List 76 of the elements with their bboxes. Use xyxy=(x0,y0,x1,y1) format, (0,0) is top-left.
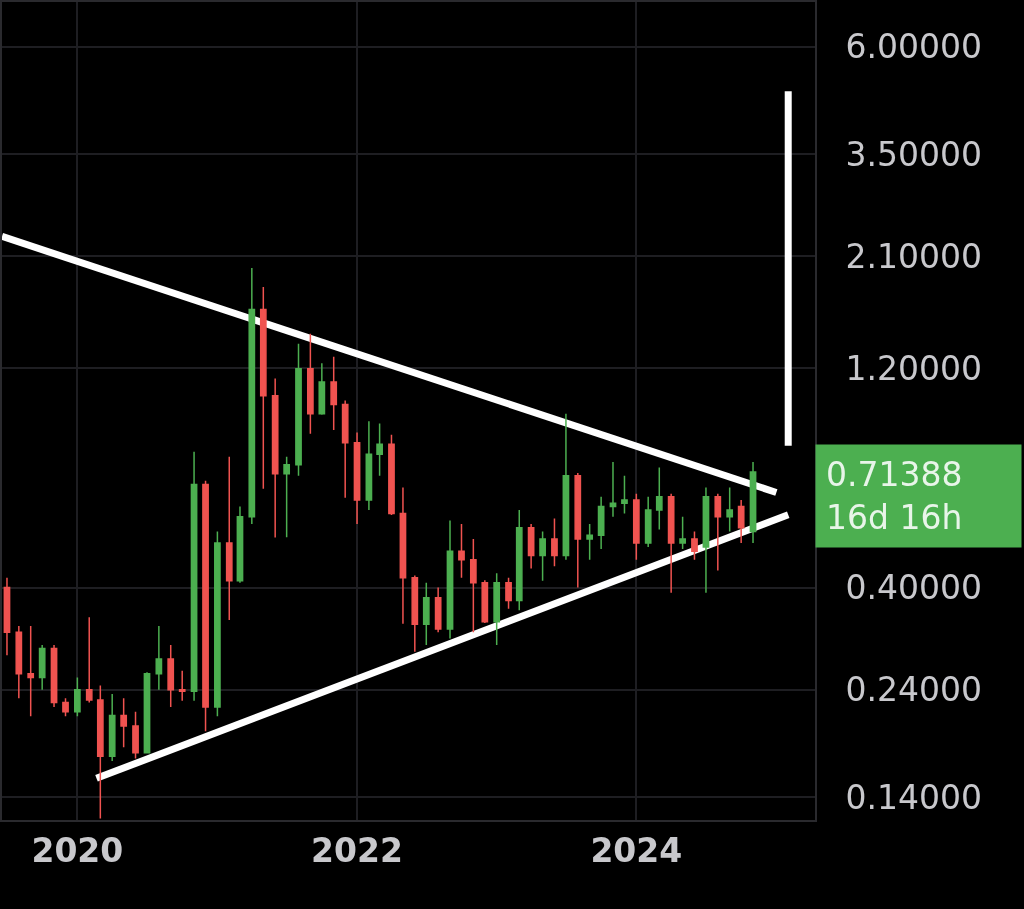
candlestick xyxy=(259,286,267,490)
candlestick xyxy=(330,356,338,431)
candlestick xyxy=(167,644,175,708)
candlestick xyxy=(632,492,640,561)
candlestick xyxy=(74,676,81,718)
candlestick xyxy=(132,710,139,760)
candlestick xyxy=(446,519,454,640)
candlestick xyxy=(108,693,116,762)
candlestick xyxy=(50,644,58,708)
candlestick xyxy=(609,461,617,518)
candlestick xyxy=(353,431,361,525)
candlestick xyxy=(505,577,512,610)
candlestick xyxy=(341,399,349,499)
candlestick xyxy=(155,625,163,691)
candlestick xyxy=(539,530,546,582)
candlestick xyxy=(597,496,605,550)
candlestick xyxy=(411,574,419,653)
candlestick xyxy=(434,586,442,633)
candlestick xyxy=(306,333,314,435)
candlestick xyxy=(481,579,489,624)
candlestick xyxy=(527,523,535,570)
candlestick xyxy=(655,466,663,531)
candlestick xyxy=(469,538,477,633)
candlestick xyxy=(562,413,570,561)
candlestick xyxy=(3,577,11,657)
candlestick xyxy=(27,625,35,718)
candlestick xyxy=(318,362,326,416)
candlestick xyxy=(376,422,383,477)
candlestick xyxy=(178,669,186,702)
candlestick xyxy=(271,377,279,539)
candlestick xyxy=(62,697,69,718)
candlestick xyxy=(190,450,198,702)
candlestick xyxy=(388,433,395,516)
candlestick xyxy=(749,461,757,544)
candlestick xyxy=(726,486,734,533)
candlestick xyxy=(644,496,652,548)
candlestick xyxy=(586,523,594,561)
candlestick xyxy=(702,486,710,594)
candlestick xyxy=(38,644,46,691)
candlestick xyxy=(621,475,628,515)
y-tick-label: 0.24000 xyxy=(845,670,983,710)
x-tick-label: 2022 xyxy=(311,830,403,870)
candlestick xyxy=(365,420,373,511)
candlestick xyxy=(225,456,233,621)
candlestick xyxy=(493,572,501,646)
y-tick-label: 0.14000 xyxy=(845,777,983,817)
candlestick xyxy=(737,499,745,544)
candlestick xyxy=(85,616,93,704)
x-tick-label: 2024 xyxy=(590,830,683,870)
y-tick-label: 3.50000 xyxy=(845,134,983,174)
candlestick xyxy=(283,456,291,538)
candlestick xyxy=(15,625,23,699)
candlestick xyxy=(574,472,582,589)
candlestick xyxy=(248,267,256,525)
text: 16d 16h xyxy=(826,497,963,537)
candlestick xyxy=(679,516,686,550)
candlestick xyxy=(202,479,209,732)
candlestick xyxy=(458,523,465,579)
candlestick xyxy=(236,505,244,584)
x-tick-label: 2020 xyxy=(31,830,124,870)
candlestick xyxy=(120,697,128,748)
candlestick xyxy=(714,492,722,572)
candlestick xyxy=(96,684,104,820)
candlestick xyxy=(214,530,221,718)
candlestick xyxy=(422,581,430,646)
candlestick xyxy=(691,530,698,561)
candlestick xyxy=(399,486,407,625)
candlestick xyxy=(551,517,558,568)
text: 0.71388 xyxy=(826,455,963,494)
y-tick-label: 6.00000 xyxy=(845,27,983,67)
y-tick-label: 0.40000 xyxy=(845,568,983,608)
candlestick xyxy=(667,492,675,594)
candlestick xyxy=(515,509,523,612)
y-tick-label: 2.10000 xyxy=(845,236,983,276)
y-tick-label: 1.20000 xyxy=(845,348,983,388)
candlestick xyxy=(295,343,302,477)
